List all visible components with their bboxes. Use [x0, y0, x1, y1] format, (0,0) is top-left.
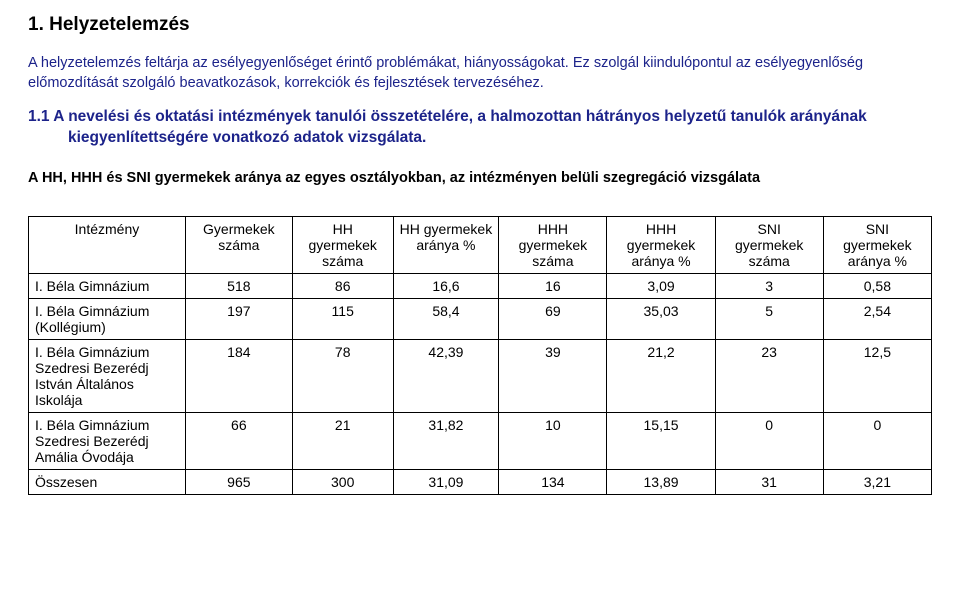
cell-value: 31,82: [393, 413, 499, 470]
heading-1: 1. Helyzetelemzés: [28, 14, 932, 36]
cell-value: 31,09: [393, 470, 499, 495]
cell-value: 21: [292, 413, 393, 470]
cell-value: 134: [499, 470, 607, 495]
col-header-institution: Intézmény: [29, 217, 186, 274]
table-row: I. Béla Gimnázium (Kollégium) 197 115 58…: [29, 299, 932, 340]
col-header-hhh-ratio: HHH gyermekek aránya %: [607, 217, 715, 274]
cell-value: 197: [185, 299, 292, 340]
cell-value: 10: [499, 413, 607, 470]
col-header-hh-count: HH gyermekek száma: [292, 217, 393, 274]
cell-value: 0: [715, 413, 823, 470]
heading-1-1: 1.1 A nevelési és oktatási intézmények t…: [28, 107, 932, 149]
table-row: I. Béla Gimnázium 518 86 16,6 16 3,09 3 …: [29, 274, 932, 299]
cell-value: 16,6: [393, 274, 499, 299]
cell-value: 16: [499, 274, 607, 299]
cell-value: 0,58: [823, 274, 931, 299]
cell-value: 58,4: [393, 299, 499, 340]
col-header-children-count: Gyermekek száma: [185, 217, 292, 274]
cell-value: 31: [715, 470, 823, 495]
cell-value: 39: [499, 340, 607, 413]
cell-value: 12,5: [823, 340, 931, 413]
cell-value: 35,03: [607, 299, 715, 340]
cell-institution: I. Béla Gimnázium Szedresi Bezerédj Amál…: [29, 413, 186, 470]
cell-value: 86: [292, 274, 393, 299]
subheading-segregation: A HH, HHH és SNI gyermekek aránya az egy…: [28, 167, 932, 190]
cell-value: 3,09: [607, 274, 715, 299]
cell-value: 21,2: [607, 340, 715, 413]
cell-value: 3,21: [823, 470, 931, 495]
col-header-hhh-count: HHH gyermekek száma: [499, 217, 607, 274]
intro-paragraph: A helyzetelemzés feltárja az esélyegyenl…: [28, 54, 932, 93]
cell-value: 78: [292, 340, 393, 413]
cell-value: 69: [499, 299, 607, 340]
document-page: 1. Helyzetelemzés A helyzetelemzés feltá…: [0, 0, 960, 515]
col-header-sni-count: SNI gyermekek száma: [715, 217, 823, 274]
table-header-row: Intézmény Gyermekek száma HH gyermekek s…: [29, 217, 932, 274]
cell-institution: I. Béla Gimnázium (Kollégium): [29, 299, 186, 340]
table-row: I. Béla Gimnázium Szedresi Bezerédj Istv…: [29, 340, 932, 413]
children-ratio-table: Intézmény Gyermekek száma HH gyermekek s…: [28, 216, 932, 495]
cell-value: 66: [185, 413, 292, 470]
table-row: I. Béla Gimnázium Szedresi Bezerédj Amál…: [29, 413, 932, 470]
cell-value: 2,54: [823, 299, 931, 340]
cell-value: 15,15: [607, 413, 715, 470]
col-header-hh-ratio: HH gyermekek aránya %: [393, 217, 499, 274]
cell-institution: I. Béla Gimnázium: [29, 274, 186, 299]
cell-value: 5: [715, 299, 823, 340]
cell-value: 965: [185, 470, 292, 495]
cell-value: 42,39: [393, 340, 499, 413]
cell-value: 300: [292, 470, 393, 495]
cell-value: 0: [823, 413, 931, 470]
col-header-sni-ratio: SNI gyermekek aránya %: [823, 217, 931, 274]
cell-value: 518: [185, 274, 292, 299]
cell-institution: I. Béla Gimnázium Szedresi Bezerédj Istv…: [29, 340, 186, 413]
table-row-total: Összesen 965 300 31,09 134 13,89 31 3,21: [29, 470, 932, 495]
cell-value: 13,89: [607, 470, 715, 495]
cell-value: 3: [715, 274, 823, 299]
cell-value: 115: [292, 299, 393, 340]
cell-institution: Összesen: [29, 470, 186, 495]
cell-value: 23: [715, 340, 823, 413]
cell-value: 184: [185, 340, 292, 413]
